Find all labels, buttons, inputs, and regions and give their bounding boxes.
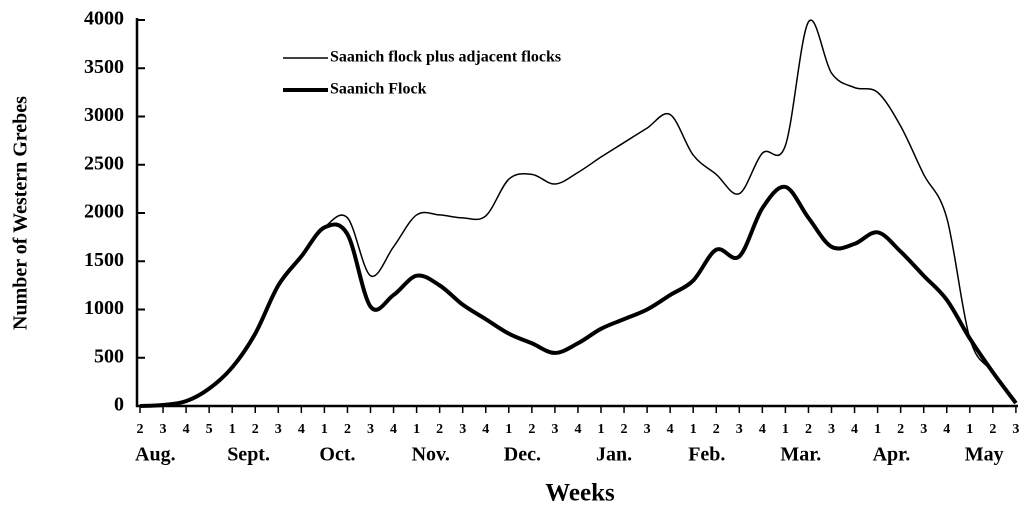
week-label: 4 <box>667 422 674 437</box>
month-label: Jan. <box>596 444 632 466</box>
week-label: 4 <box>482 422 489 437</box>
week-label: 2 <box>989 422 996 437</box>
week-label: 2 <box>137 422 144 437</box>
y-tick-label: 0 <box>114 394 124 416</box>
week-label: 3 <box>828 422 835 437</box>
y-tick-label: 3000 <box>84 104 124 126</box>
x-axis-label: Weeks <box>545 480 615 507</box>
week-label: 4 <box>851 422 858 437</box>
month-label: Feb. <box>688 444 725 466</box>
month-label: Aug. <box>135 444 176 466</box>
week-label: 1 <box>782 422 789 437</box>
series-line <box>139 184 1018 408</box>
y-tick-label: 3500 <box>84 56 124 78</box>
series-line <box>139 19 1017 407</box>
week-label: 4 <box>183 422 190 437</box>
y-tick-label: 500 <box>94 345 124 367</box>
week-label: 1 <box>874 422 881 437</box>
week-label: 2 <box>344 422 351 437</box>
week-label: 4 <box>298 422 305 437</box>
week-label: 1 <box>229 422 236 437</box>
week-label: 1 <box>598 422 605 437</box>
week-label: 2 <box>436 422 443 437</box>
week-label: 3 <box>1012 422 1019 437</box>
y-tick-label: 2500 <box>84 152 124 174</box>
week-label: 3 <box>160 422 167 437</box>
y-tick-label: 4000 <box>84 8 124 30</box>
week-label: 2 <box>621 422 628 437</box>
week-label: 3 <box>551 422 558 437</box>
week-label: 1 <box>966 422 973 437</box>
y-tick-label: 2000 <box>84 201 124 223</box>
y-axis-label: Number of Western Grebes <box>10 96 32 330</box>
week-label: 4 <box>759 422 766 437</box>
month-label: Nov. <box>412 444 450 466</box>
month-label: Apr. <box>873 444 911 466</box>
month-label: Oct. <box>319 444 355 466</box>
week-label: 2 <box>252 422 259 437</box>
week-label: 3 <box>920 422 927 437</box>
month-label: May <box>965 444 1004 466</box>
week-label: 1 <box>321 422 328 437</box>
y-tick-label: 1000 <box>84 297 124 319</box>
week-label: 2 <box>805 422 812 437</box>
week-label: 3 <box>644 422 651 437</box>
week-label: 4 <box>943 422 950 437</box>
y-tick-label: 1500 <box>84 249 124 271</box>
week-label: 1 <box>505 422 512 437</box>
week-label: 2 <box>713 422 720 437</box>
week-label: 3 <box>459 422 466 437</box>
legend-label: Saanich flock plus adjacent flocks <box>330 49 561 66</box>
week-label: 1 <box>690 422 697 437</box>
legend-label: Saanich Flock <box>330 81 427 98</box>
week-label: 4 <box>390 422 397 437</box>
month-label: Dec. <box>504 444 541 466</box>
week-label: 3 <box>367 422 374 437</box>
week-label: 2 <box>897 422 904 437</box>
week-label: 2 <box>528 422 535 437</box>
week-label: 3 <box>736 422 743 437</box>
week-label: 1 <box>413 422 420 437</box>
month-label: Sept. <box>227 444 270 466</box>
week-label: 3 <box>275 422 282 437</box>
week-label: 4 <box>574 422 581 437</box>
month-label: Mar. <box>780 444 821 466</box>
week-label: 5 <box>206 422 213 437</box>
